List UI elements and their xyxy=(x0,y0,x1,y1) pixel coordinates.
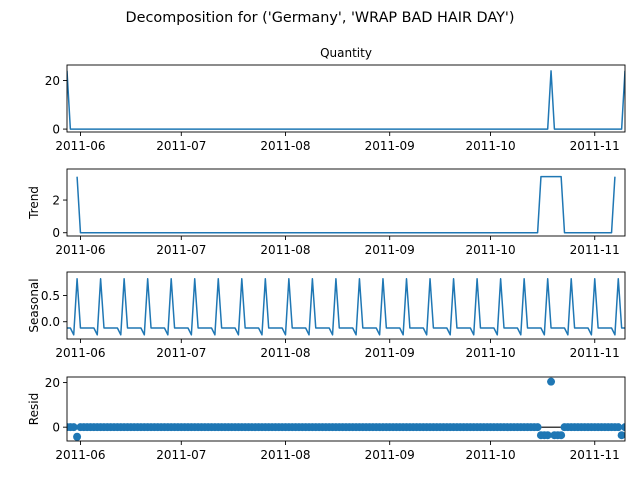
resid-point xyxy=(533,423,542,432)
resid-x-tick-label: 2011-07 xyxy=(156,448,206,462)
seasonal-x-tick-label: 2011-09 xyxy=(365,346,415,360)
resid-point xyxy=(73,432,82,441)
trend-x-tick-label: 2011-11 xyxy=(570,243,620,257)
resid-y-tick-label: 20 xyxy=(45,376,60,390)
trend-x-tick-label: 2011-10 xyxy=(465,243,515,257)
seasonal-series-line xyxy=(67,278,625,336)
seasonal-x-tick-label: 2011-10 xyxy=(465,346,515,360)
resid-axes-frame xyxy=(66,376,626,442)
resid-x-tick-label: 2011-09 xyxy=(365,448,415,462)
observed-x-tick-label: 2011-11 xyxy=(570,139,620,153)
trend-x-tick-label: 2011-07 xyxy=(156,243,206,257)
resid-point xyxy=(557,431,566,440)
observed-axes-frame xyxy=(66,64,626,133)
trend-axes-frame xyxy=(66,168,626,237)
resid-point xyxy=(614,423,623,432)
trend-y-tick-label: 0 xyxy=(52,226,60,240)
figure-title: Decomposition for ('Germany', 'WRAP BAD … xyxy=(126,10,515,26)
resid-x-tick-label: 2011-10 xyxy=(465,448,515,462)
trend-x-tick-label: 2011-06 xyxy=(55,243,105,257)
seasonal-y-tick-label: 0.5 xyxy=(41,289,60,303)
seasonal-x-tick-label: 2011-07 xyxy=(156,346,206,360)
observed-panel: Quantity 0 20 2011-06 2011-07 2011-08 2011-09 2… xyxy=(45,46,626,153)
observed-series-line xyxy=(67,70,625,130)
seasonal-axes-frame xyxy=(66,271,626,340)
resid-panel: 0 20 2011-06 2011-07 2011-08 2011-09 2011-10 20… xyxy=(27,376,626,462)
trend-panel: 0 2 2011-06 2011-07 2011-08 2011-09 2011-10 201… xyxy=(27,168,626,257)
observed-x-tick-label: 2011-08 xyxy=(260,139,310,153)
observed-x-tick-label: 2011-10 xyxy=(465,139,515,153)
resid-y-tick-label: 0 xyxy=(52,421,60,435)
trend-series-line xyxy=(76,175,616,234)
seasonal-panel: 0.0 0.5 2011-06 2011-07 2011-08 2011-09 2011-1… xyxy=(27,271,626,360)
trend-y-tick-label: 2 xyxy=(52,194,60,208)
trend-y-axis-label: Trend xyxy=(27,186,41,220)
observed-y-tick-label: 0 xyxy=(52,123,60,137)
resid-point xyxy=(621,423,625,432)
seasonal-x-tick-label: 2011-08 xyxy=(260,346,310,360)
resid-point xyxy=(543,431,552,440)
trend-x-tick-label: 2011-09 xyxy=(365,243,415,257)
resid-point xyxy=(617,431,625,440)
resid-plot-area xyxy=(67,377,625,441)
resid-point xyxy=(547,377,556,386)
resid-x-tick-label: 2011-08 xyxy=(260,448,310,462)
seasonal-y-tick-label: 0.0 xyxy=(41,315,60,329)
observed-plot-area xyxy=(67,70,625,130)
observed-x-tick-label: 2011-07 xyxy=(156,139,206,153)
seasonal-x-tick-label: 2011-11 xyxy=(570,346,620,360)
trend-plot-area xyxy=(76,175,616,234)
observed-x-tick-label: 2011-06 xyxy=(55,139,105,153)
seasonal-x-tick-label: 2011-06 xyxy=(55,346,105,360)
resid-x-tick-label: 2011-11 xyxy=(570,448,620,462)
observed-y-tick-label: 20 xyxy=(45,74,60,88)
resid-y-axis-label: Resid xyxy=(27,393,41,425)
observed-x-tick-label: 2011-09 xyxy=(365,139,415,153)
observed-title: Quantity xyxy=(320,46,372,60)
seasonal-y-axis-label: Seasonal xyxy=(27,278,41,332)
resid-x-tick-label: 2011-06 xyxy=(55,448,105,462)
trend-x-tick-label: 2011-08 xyxy=(260,243,310,257)
seasonal-plot-area xyxy=(67,278,625,336)
resid-point xyxy=(69,423,78,432)
